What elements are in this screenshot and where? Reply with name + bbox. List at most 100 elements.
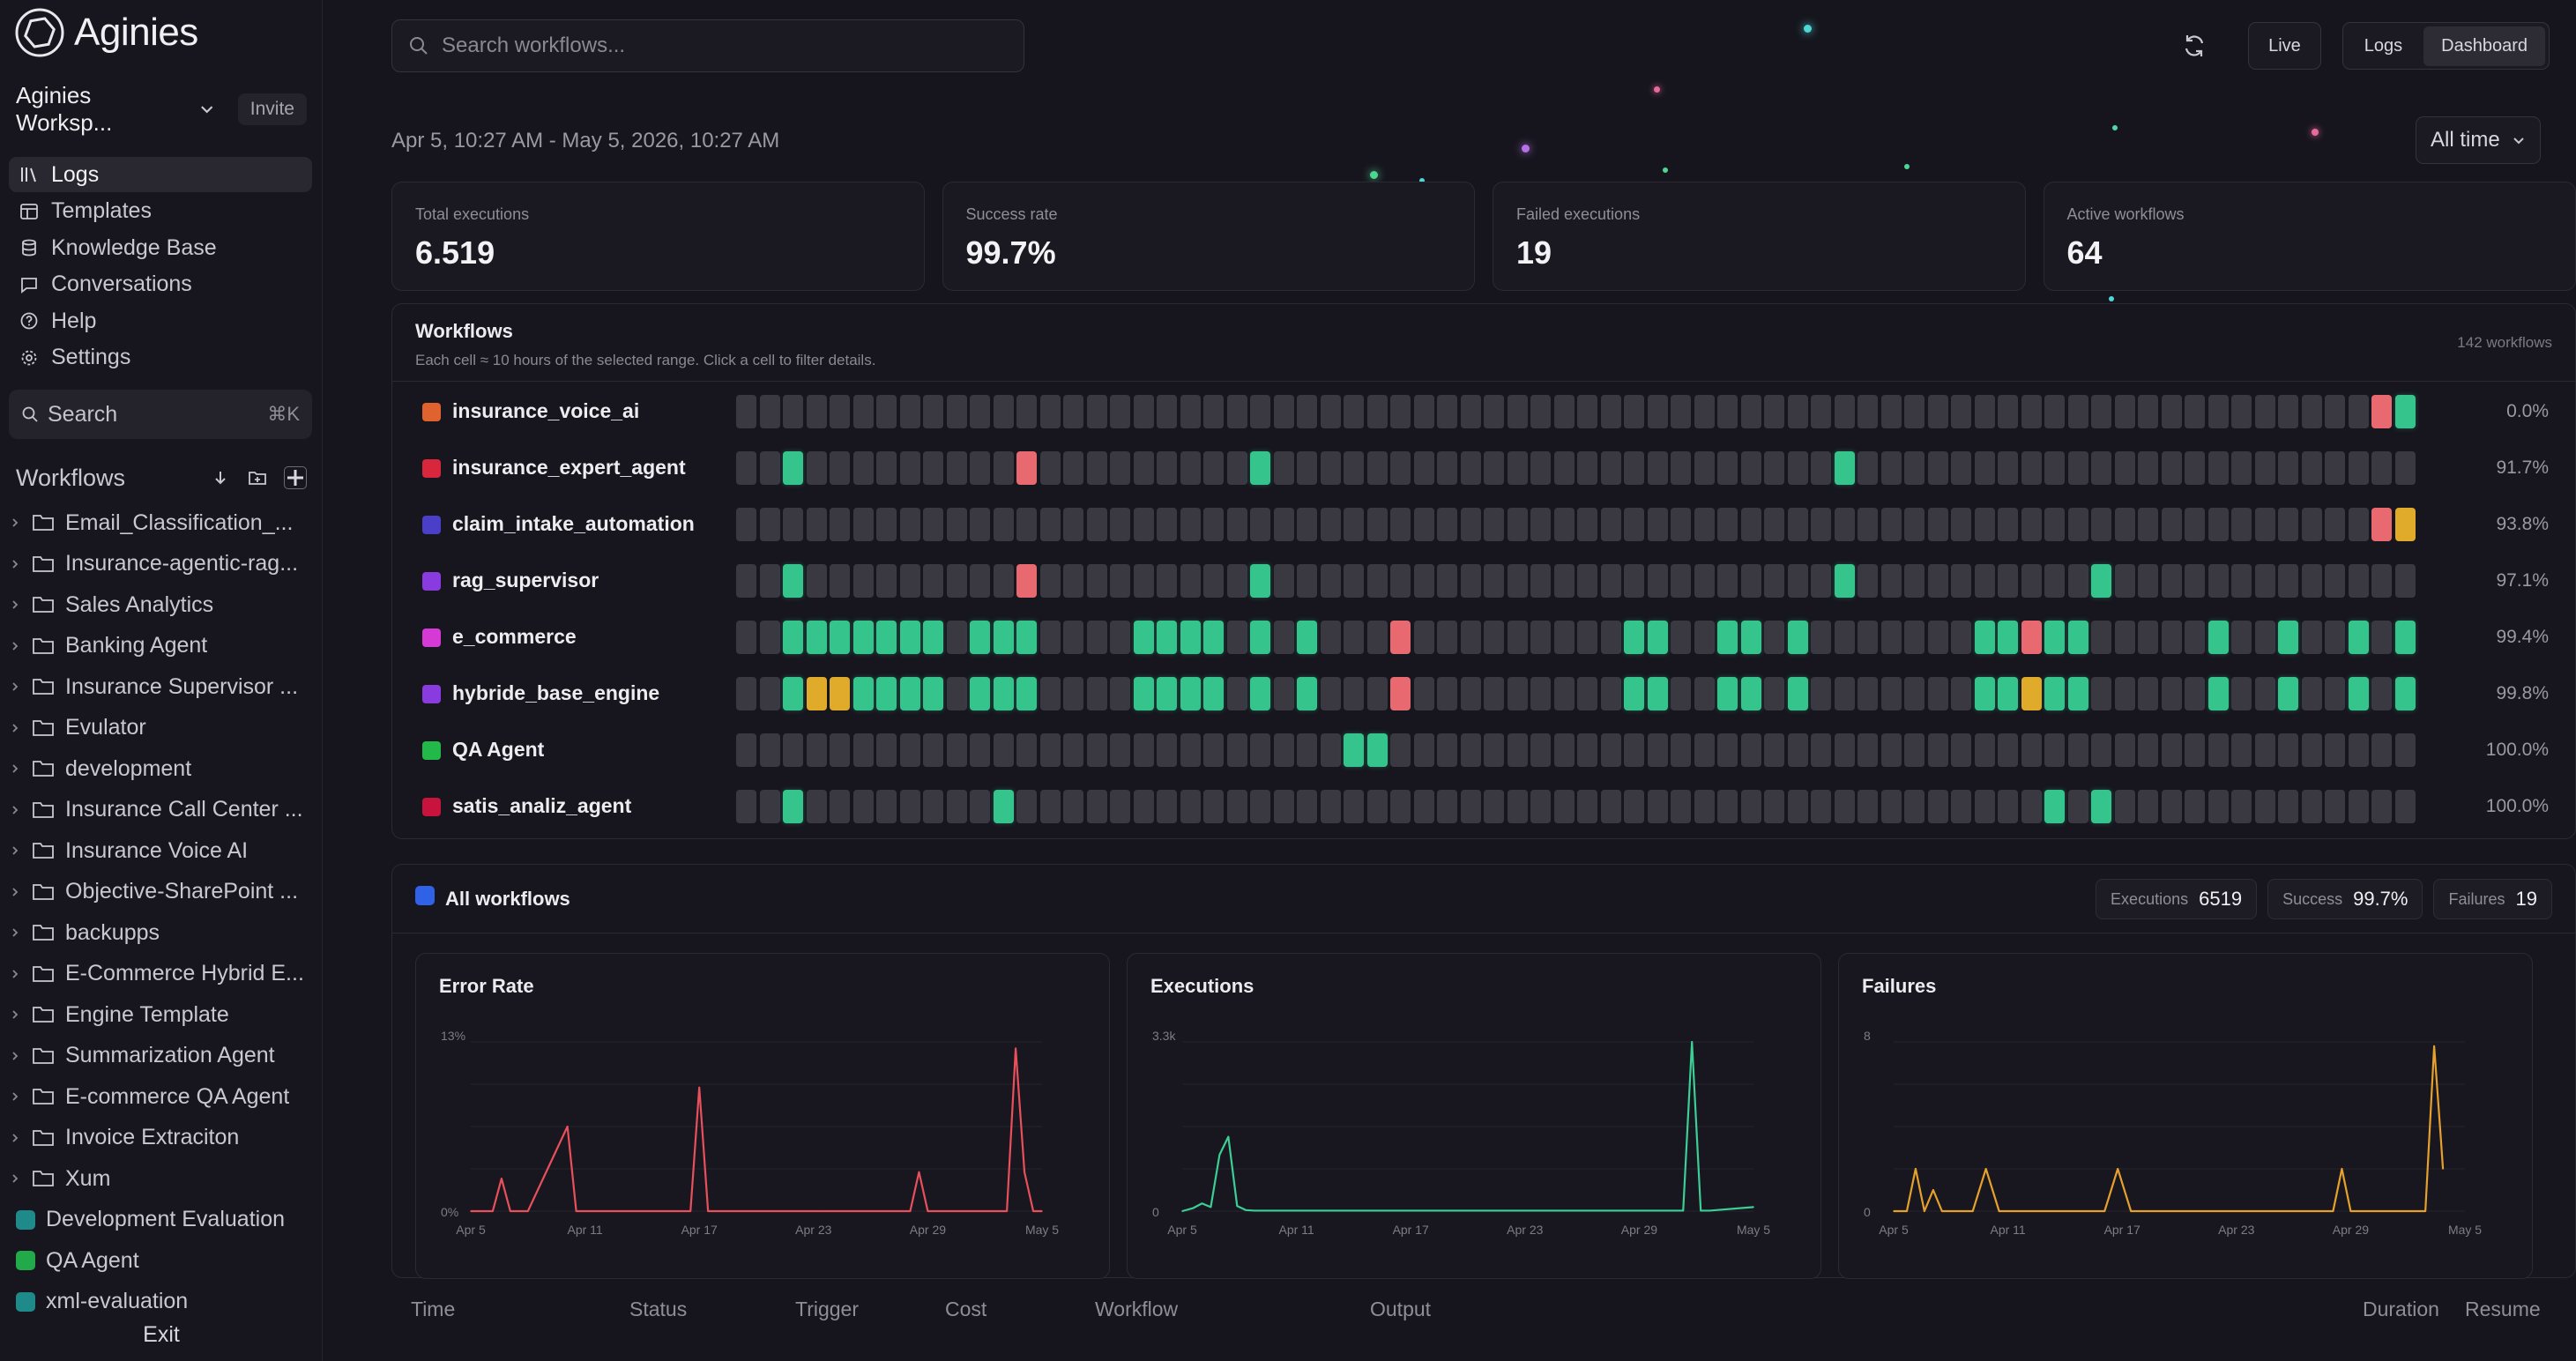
heatmap-cell[interactable]: [1133, 508, 1154, 541]
heatmap-cell[interactable]: [1577, 733, 1597, 767]
heatmap-cell[interactable]: [2301, 508, 2322, 541]
workflow-row[interactable]: hybride_base_engine 99.8%: [392, 664, 2575, 720]
heatmap-cell[interactable]: [1390, 451, 1411, 485]
tree-folder[interactable]: E-Commerce Hybrid E...: [0, 954, 323, 995]
heatmap-cell[interactable]: [899, 677, 920, 710]
heatmap-cell[interactable]: [1484, 621, 1504, 654]
heatmap-cell[interactable]: [759, 733, 780, 767]
heatmap-cell[interactable]: [2254, 451, 2275, 485]
heatmap-cell[interactable]: [2114, 564, 2135, 598]
heatmap-cell[interactable]: [2301, 621, 2322, 654]
heatmap-cell[interactable]: [1834, 677, 1855, 710]
invite-button[interactable]: Invite: [237, 93, 307, 125]
dashboard-view-button[interactable]: Dashboard: [2423, 26, 2545, 66]
heatmap-cell[interactable]: [1413, 733, 1434, 767]
heatmap-cell[interactable]: [2138, 790, 2158, 823]
refresh-icon[interactable]: [2181, 33, 2207, 59]
heatmap-cell[interactable]: [1787, 451, 1808, 485]
heatmap-cell[interactable]: [993, 451, 1014, 485]
heatmap-cell[interactable]: [1624, 564, 1644, 598]
heatmap-cell[interactable]: [899, 790, 920, 823]
heatmap-cell[interactable]: [2325, 508, 2345, 541]
heatmap-cell[interactable]: [736, 733, 756, 767]
heatmap-cell[interactable]: [2207, 733, 2229, 767]
heatmap-cell[interactable]: [2161, 395, 2182, 428]
heatmap-cell[interactable]: [1951, 395, 1971, 428]
heatmap-cell[interactable]: [1297, 451, 1317, 485]
heatmap-cell[interactable]: [1063, 677, 1083, 710]
heatmap-cell[interactable]: [1039, 621, 1061, 654]
heatmap-cell[interactable]: [1016, 508, 1037, 541]
heatmap-cell[interactable]: [1624, 451, 1644, 485]
nav-item-logs[interactable]: Logs: [9, 157, 312, 192]
heatmap-cell[interactable]: [806, 395, 827, 428]
heatmap-cell[interactable]: [2207, 677, 2229, 710]
heatmap-cell[interactable]: [946, 451, 967, 485]
heatmap-cell[interactable]: [2114, 790, 2135, 823]
heatmap-cell[interactable]: [1834, 395, 1855, 428]
heatmap-cell[interactable]: [1344, 790, 1364, 823]
heatmap-cell[interactable]: [2044, 564, 2065, 598]
heatmap-cell[interactable]: [1600, 621, 1621, 654]
heatmap-cell[interactable]: [1951, 790, 1971, 823]
heatmap-cell[interactable]: [1834, 564, 1855, 598]
heatmap-cell[interactable]: [1016, 733, 1037, 767]
heatmap-cell[interactable]: [1694, 677, 1715, 710]
heatmap-cell[interactable]: [1413, 677, 1434, 710]
heatmap-cell[interactable]: [2394, 508, 2416, 541]
heatmap-cell[interactable]: [1250, 395, 1270, 428]
heatmap-cell[interactable]: [1250, 451, 1270, 485]
heatmap-cell[interactable]: [1927, 508, 1948, 541]
heatmap-cell[interactable]: [2348, 790, 2369, 823]
heatmap-cell[interactable]: [2394, 677, 2416, 710]
heatmap-cell[interactable]: [1320, 621, 1341, 654]
heatmap-cell[interactable]: [830, 733, 850, 767]
heatmap-cell[interactable]: [1858, 564, 1878, 598]
heatmap-cell[interactable]: [946, 395, 967, 428]
heatmap-cell[interactable]: [1390, 677, 1411, 710]
heatmap-cell[interactable]: [2091, 564, 2111, 598]
heatmap-cell[interactable]: [1180, 451, 1201, 485]
heatmap-cell[interactable]: [1717, 395, 1738, 428]
heatmap-cell[interactable]: [1553, 451, 1575, 485]
heatmap-cell[interactable]: [2207, 395, 2229, 428]
heatmap-cell[interactable]: [1250, 564, 1270, 598]
heatmap-cell[interactable]: [1717, 508, 1738, 541]
heatmap-cell[interactable]: [1834, 790, 1855, 823]
heatmap-cell[interactable]: [1974, 564, 1995, 598]
heatmap-cell[interactable]: [1647, 621, 1668, 654]
heatmap-cell[interactable]: [2394, 790, 2416, 823]
heatmap-cell[interactable]: [852, 508, 874, 541]
heatmap-cell[interactable]: [736, 621, 756, 654]
heatmap-cell[interactable]: [1157, 790, 1177, 823]
heatmap-cell[interactable]: [1858, 621, 1878, 654]
heatmap-cell[interactable]: [2021, 621, 2042, 654]
nav-item-templates[interactable]: Templates: [9, 194, 312, 229]
heatmap-cell[interactable]: [2231, 395, 2252, 428]
heatmap-cell[interactable]: [2394, 733, 2416, 767]
heatmap-cell[interactable]: [946, 733, 967, 767]
heatmap-cell[interactable]: [1927, 790, 1948, 823]
heatmap-cell[interactable]: [2278, 677, 2298, 710]
heatmap-cell[interactable]: [1811, 621, 1831, 654]
heatmap-cell[interactable]: [1110, 621, 1130, 654]
heatmap-cell[interactable]: [1063, 395, 1083, 428]
workflow-row[interactable]: insurance_voice_ai 0.0%: [392, 382, 2575, 438]
heatmap-cell[interactable]: [876, 508, 897, 541]
heatmap-cell[interactable]: [1880, 395, 1902, 428]
heatmap-cell[interactable]: [993, 564, 1014, 598]
heatmap-cell[interactable]: [1390, 733, 1411, 767]
heatmap-cell[interactable]: [2114, 621, 2135, 654]
heatmap-cell[interactable]: [1344, 564, 1364, 598]
heatmap-cell[interactable]: [1110, 395, 1130, 428]
heatmap-cell[interactable]: [2231, 790, 2252, 823]
heatmap-cell[interactable]: [2021, 508, 2042, 541]
heatmap-cell[interactable]: [1413, 564, 1434, 598]
heatmap-cell[interactable]: [806, 564, 827, 598]
heatmap-cell[interactable]: [783, 621, 803, 654]
heatmap-cell[interactable]: [1764, 508, 1784, 541]
heatmap-cell[interactable]: [1016, 564, 1037, 598]
heatmap-cell[interactable]: [2207, 621, 2229, 654]
heatmap-cell[interactable]: [993, 677, 1014, 710]
heatmap-cell[interactable]: [1133, 790, 1154, 823]
